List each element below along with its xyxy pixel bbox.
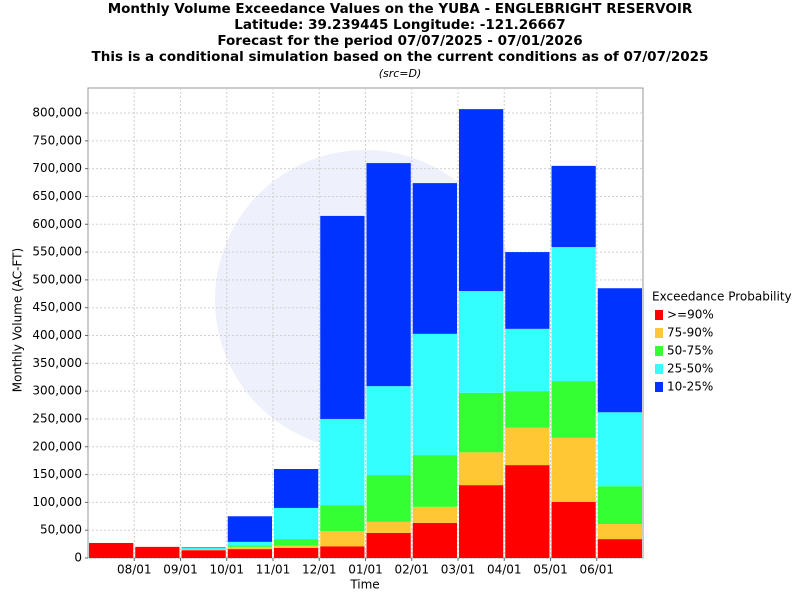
y-tick-label: 300,000 [32,384,82,398]
y-tick-label: 500,000 [32,272,82,286]
legend-label: 25-50% [667,362,713,376]
bar-segment [227,546,272,550]
bar-segment [181,549,226,550]
bar-segment [551,165,596,248]
bar-segment [227,545,272,547]
x-tick-label: 09/01 [163,563,198,577]
y-tick-label: 400,000 [32,328,82,342]
bar-segment [227,541,272,546]
y-tick-label: 800,000 [32,106,82,120]
bar-segment [459,485,504,558]
bar-segment [412,183,457,334]
x-tick-label: 10/01 [209,563,244,577]
bar-segment [320,505,365,532]
bar-segment [366,532,411,558]
bar-segment [551,501,596,558]
bar-segment [181,547,226,548]
bar-segment [274,469,319,508]
bar-segment [597,486,642,525]
y-tick-label: 450,000 [32,300,82,314]
chart-subtitle: (src=D) [379,67,422,80]
y-tick-label: 200,000 [32,439,82,453]
bar-segment [459,452,504,486]
bar-segment [597,288,642,413]
legend-label: 10-25% [667,380,713,394]
bar-segment [366,163,411,387]
x-tick-label: 05/01 [533,563,568,577]
y-tick-label: 350,000 [32,356,82,370]
x-tick-label: 08/01 [117,563,152,577]
y-axis-label: Monthly Volume (AC-FT) [11,248,25,392]
bar-segment [181,550,226,558]
y-tick-label: 600,000 [32,217,82,231]
bar-segment [366,521,411,533]
x-tick-label: 06/01 [579,563,614,577]
chart-title: Monthly Volume Exceedance Values on the … [108,1,693,17]
bar-segment [135,546,180,558]
chart-title: Forecast for the period 07/07/2025 - 07/… [217,33,582,49]
bar-segment [551,381,596,438]
bar-segment [274,507,319,540]
bar-segment [274,545,319,548]
bar-segment [459,109,504,292]
legend-title: Exceedance Probability [652,290,792,304]
legend-swatch [655,310,663,320]
legend-swatch [655,364,663,374]
bar-segment [274,547,319,558]
bar-segment [89,542,134,558]
y-tick-label: 750,000 [32,133,82,147]
y-tick-label: 250,000 [32,411,82,425]
y-tick-label: 700,000 [32,161,82,175]
y-tick-label: 650,000 [32,189,82,203]
x-tick-label: 11/01 [256,563,291,577]
bar-segment [320,215,365,419]
bar-segment [597,524,642,540]
bar-segment [181,549,226,551]
bar-segment [412,506,457,523]
bar-segment [412,522,457,558]
bar-segment [227,549,272,558]
y-tick-label: 550,000 [32,245,82,259]
bar-segment [366,475,411,522]
legend-label: 50-75% [667,344,713,358]
legend-label: 75-90% [667,326,713,340]
legend-swatch [655,382,663,392]
legend-swatch [655,346,663,356]
bar-segment [274,539,319,546]
bar-segment [505,465,550,558]
y-tick-label: 0 [74,551,82,565]
y-tick-label: 50,000 [40,523,82,537]
bar-segment [320,531,365,547]
bar-segment [597,412,642,487]
x-tick-label: 04/01 [487,563,522,577]
bar-segment [551,437,596,502]
chart-title: This is a conditional simulation based o… [92,49,709,65]
bar-segment [459,392,504,453]
bar-segment [505,252,550,329]
bar-segment [551,247,596,382]
bar-segment [412,455,457,507]
x-tick-label: 12/01 [302,563,337,577]
y-tick-label: 100,000 [32,495,82,509]
bar-segment [366,386,411,476]
legend-swatch [655,328,663,338]
bar-segment [459,291,504,393]
bar-segment [505,391,550,428]
y-tick-label: 150,000 [32,467,82,481]
chart-title: Latitude: 39.239445 Longitude: -121.2666… [234,17,565,33]
bar-segment [505,328,550,392]
x-tick-label: 01/01 [348,563,383,577]
bar-segment [227,516,272,542]
x-tick-label: 02/01 [394,563,429,577]
x-tick-label: 03/01 [441,563,476,577]
bar-segment [412,333,457,456]
x-axis-label: Time [349,578,379,592]
legend-label: >=90% [667,308,714,322]
bar-segment [505,427,550,466]
bar-segment [181,547,226,550]
bar-segment [320,418,365,506]
bar-segment [320,546,365,558]
bar-segment [597,539,642,558]
